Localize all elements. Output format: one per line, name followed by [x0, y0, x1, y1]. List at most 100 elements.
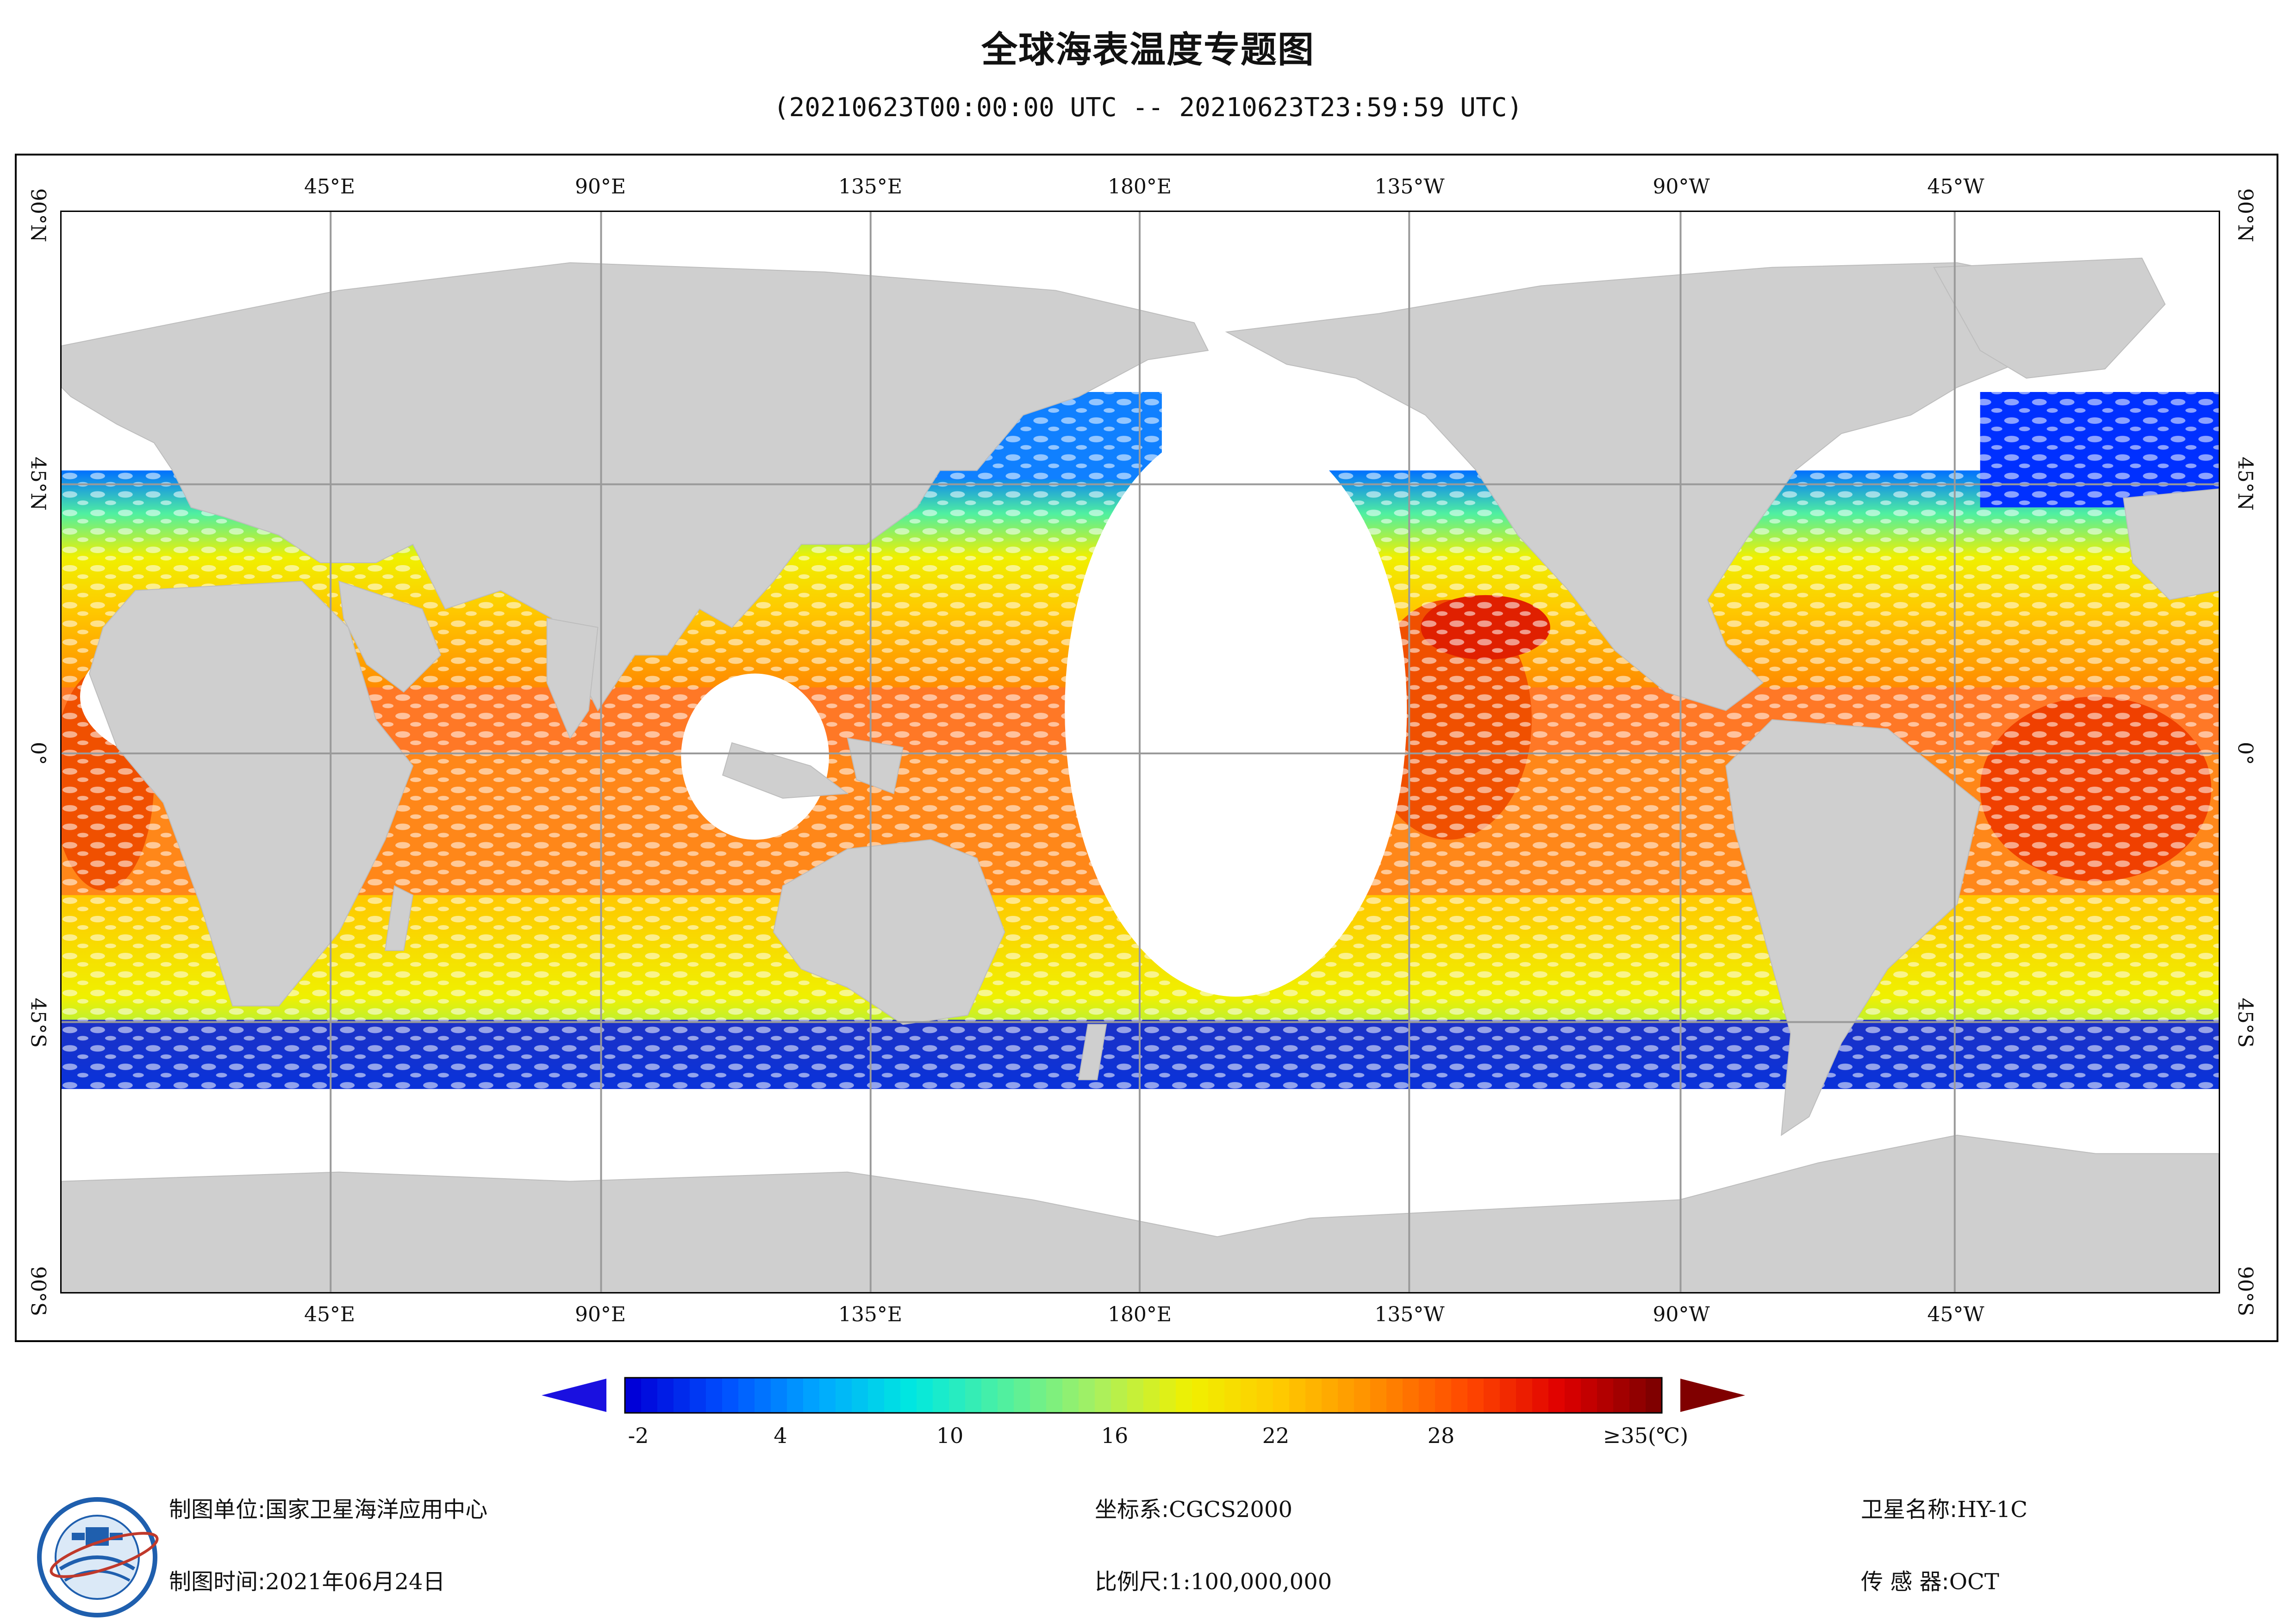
lat-label-left-0: 0°: [26, 742, 50, 765]
lon-label-top-135e: 135°E: [838, 175, 903, 199]
lat-label-right-90n: 90°N: [2233, 188, 2257, 243]
colorbar-label-max: ≥35(℃): [1603, 1423, 1689, 1448]
footer-crs-value: CGCS2000: [1169, 1497, 1293, 1523]
footer-crs-label: 坐标系:: [1095, 1497, 1169, 1523]
lon-label-bottom-180e: 180°E: [1107, 1303, 1172, 1326]
colorbar-cell: [1241, 1378, 1257, 1413]
colorbar-label-22: 22: [1262, 1423, 1290, 1448]
colorbar-cell: [1403, 1378, 1419, 1413]
lat-label-right-45s: 45°S: [2233, 997, 2257, 1048]
colorbar-cell: [1435, 1378, 1452, 1413]
colorbar-cell: [1354, 1378, 1371, 1413]
colorbar-cell: [819, 1378, 836, 1413]
colorbar-cell: [965, 1378, 982, 1413]
colorbar-cell: [900, 1378, 917, 1413]
colorbar-cell: [738, 1378, 755, 1413]
footer-date-value: 2021年06月24日: [265, 1569, 445, 1595]
footer-satellite-value: HY-1C: [1957, 1497, 2028, 1523]
colorbar-cell: [1581, 1378, 1597, 1413]
colorbar-cell: [1516, 1378, 1533, 1413]
colorbar-cell: [674, 1378, 690, 1413]
lat-label-right-0: 0°: [2233, 742, 2257, 765]
footer-sensor: 传 感 器:OCT: [1861, 1563, 1999, 1596]
colorbar-cell: [1176, 1378, 1192, 1413]
colorbar-cell: [949, 1378, 966, 1413]
colorbar-cell: [641, 1378, 658, 1413]
footer-scale-label: 比例尺:: [1095, 1569, 1169, 1595]
footer-date-label: 制图时间:: [169, 1569, 266, 1595]
sst-map-canvas: [62, 212, 2219, 1292]
footer-satellite-label: 卫星名称:: [1861, 1497, 1958, 1523]
colorbar-cell: [1095, 1378, 1111, 1413]
colorbar-cell: [787, 1378, 804, 1413]
colorbar-cell: [1532, 1378, 1549, 1413]
nodata-patch-2: [1527, 1126, 1629, 1181]
colorbar-cell: [1160, 1378, 1176, 1413]
footer-satellite: 卫星名称:HY-1C: [1861, 1491, 2028, 1524]
colorbar-label-28: 28: [1427, 1423, 1455, 1448]
land-arabia: [338, 580, 442, 693]
colorbar-cell: [998, 1378, 1014, 1413]
lon-label-top-90e: 90°E: [574, 175, 626, 199]
lon-label-bottom-45w: 45°W: [1927, 1303, 1984, 1326]
footer-sensor-label: 传 感 器:: [1861, 1569, 1949, 1595]
land-new-zealand: [1078, 1024, 1107, 1081]
land-india: [546, 617, 599, 740]
colorbar-cell: [722, 1378, 739, 1413]
lon-label-bottom-45e: 45°E: [304, 1303, 356, 1326]
land-europe-west: [2123, 488, 2219, 600]
colorbar-cell: [706, 1378, 723, 1413]
colorbar-cell: [1208, 1378, 1225, 1413]
colorbar-cell: [868, 1378, 885, 1413]
lon-label-top-45e: 45°E: [304, 175, 356, 199]
colorbar-cell: [884, 1378, 901, 1413]
colorbar-cell: [1322, 1378, 1338, 1413]
colorbar-outline: [624, 1377, 1663, 1414]
sst-map: [60, 211, 2220, 1293]
colorbar-svg: [542, 1377, 1745, 1414]
lat-label-left-90n: 90°N: [26, 188, 50, 243]
colorbar-cell: [1192, 1378, 1209, 1413]
colorbar-cell: [836, 1378, 852, 1413]
colorbar-cell: [1046, 1378, 1063, 1413]
footer-date: 制图时间:2021年06月24日: [169, 1563, 445, 1596]
colorbar-label-4: 4: [774, 1423, 787, 1448]
colorbar-cell: [1484, 1378, 1500, 1413]
colorbar-label-16: 16: [1101, 1423, 1129, 1448]
nsoas-logo: [35, 1495, 160, 1620]
colorbar-cell: [1273, 1378, 1290, 1413]
colorbar-cell: [1548, 1378, 1565, 1413]
colorbar-cell: [625, 1378, 642, 1413]
colorbar-cell: [1500, 1378, 1516, 1413]
lat-label-left-45s: 45°S: [26, 997, 50, 1048]
lat-label-right-90s: 90°S: [2233, 1266, 2257, 1317]
colorbar-arrow-min: [542, 1379, 606, 1412]
map-title: 全球海表温度专题图: [981, 29, 1315, 71]
footer-crs: 坐标系:CGCS2000: [1095, 1491, 1292, 1524]
land-layer: [62, 257, 2219, 1292]
land-south-america: [1725, 719, 1981, 1136]
colorbar-cell: [1597, 1378, 1614, 1413]
colorbar-cell: [1111, 1378, 1128, 1413]
land-madagascar: [384, 885, 414, 951]
colorbar-cell: [852, 1378, 868, 1413]
colorbar-cell: [1370, 1378, 1387, 1413]
colorbar-cell: [1257, 1378, 1273, 1413]
colorbar-cell: [1030, 1378, 1047, 1413]
colorbar-cells: [625, 1378, 1662, 1413]
footer-scale-value: 1:100,000,000: [1169, 1569, 1332, 1595]
colorbar-label-10: 10: [936, 1423, 964, 1448]
lon-label-bottom-90e: 90°E: [574, 1303, 626, 1326]
colorbar-cell: [1143, 1378, 1160, 1413]
colorbar: [542, 1377, 1745, 1414]
lon-label-bottom-135e: 135°E: [838, 1303, 903, 1326]
footer-sensor-value: OCT: [1949, 1569, 1999, 1595]
colorbar-label-m2: -2: [628, 1423, 649, 1448]
land-eurasia: [62, 262, 1209, 712]
lon-label-bottom-90w: 90°W: [1653, 1303, 1710, 1326]
footer-org-value: 国家卫星海洋应用中心: [265, 1497, 488, 1523]
colorbar-cell: [1014, 1378, 1030, 1413]
colorbar-cell: [1646, 1378, 1662, 1413]
colorbar-cell: [1565, 1378, 1581, 1413]
colorbar-cell: [771, 1378, 787, 1413]
